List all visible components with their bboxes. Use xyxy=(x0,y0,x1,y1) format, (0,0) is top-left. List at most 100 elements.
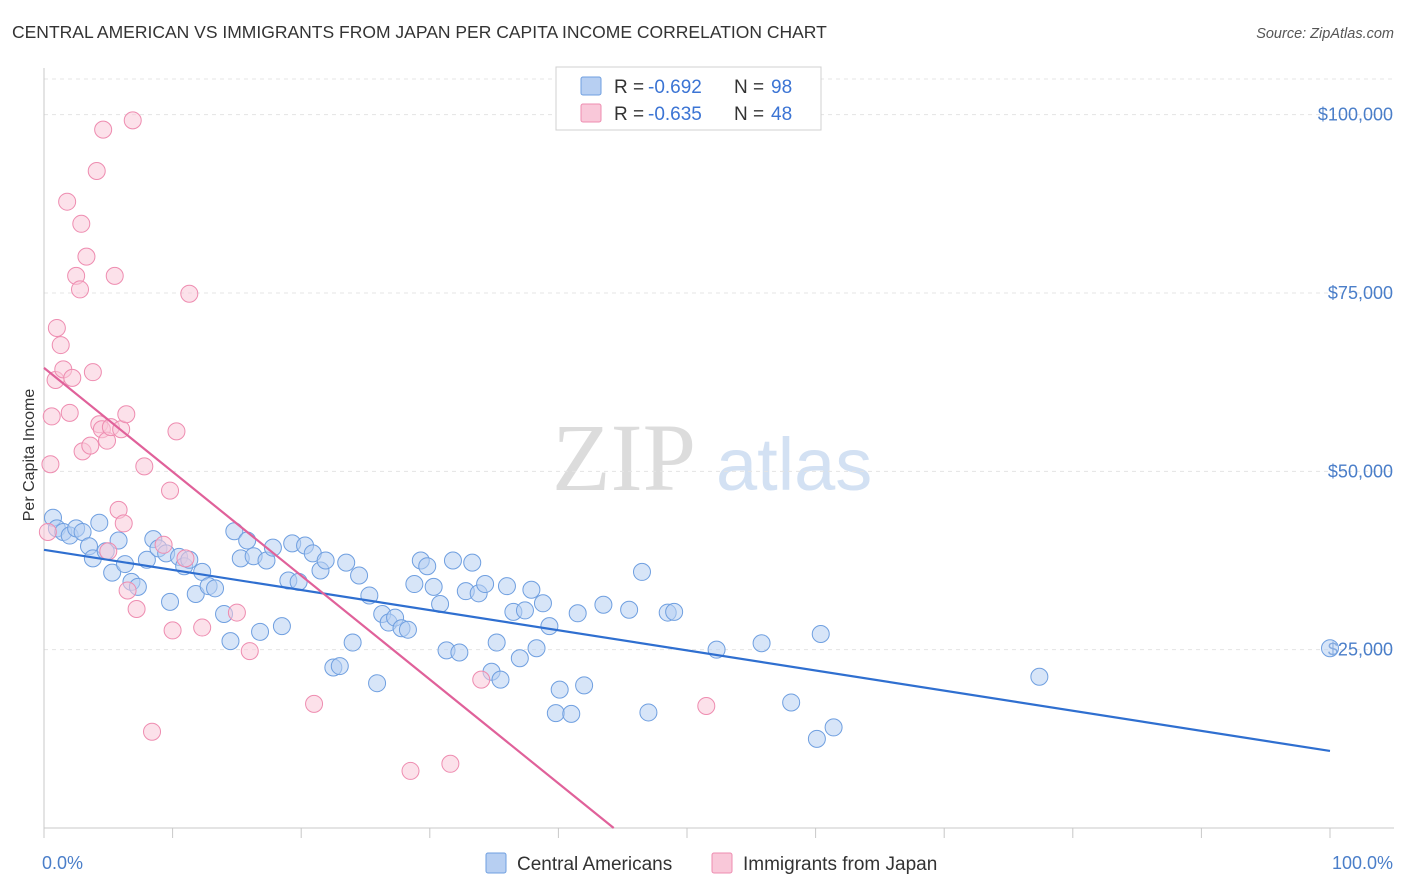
point-central-americans xyxy=(1321,639,1339,658)
trendlines xyxy=(43,367,1331,829)
stats-legend-n-value-pink: 48 xyxy=(771,104,792,125)
y-tick-label: $75,000 xyxy=(1328,283,1393,303)
point-immigrants-from-japan xyxy=(127,600,146,619)
point-central-americans xyxy=(550,680,569,699)
y-axis-label: Per Capita Income xyxy=(21,389,38,522)
point-immigrants-from-japan xyxy=(105,266,124,285)
stats-legend-r-label-blue: R = xyxy=(614,77,649,98)
point-immigrants-from-japan xyxy=(135,457,154,476)
point-central-americans xyxy=(487,633,506,652)
point-immigrants-from-japan xyxy=(167,422,186,441)
chart-source: Source: ZipAtlas.com xyxy=(1256,26,1394,42)
stats-legend: R = -0.692 N = 98 R = -0.635 N = 48 xyxy=(555,66,822,131)
point-central-americans xyxy=(251,622,270,641)
point-immigrants-from-japan xyxy=(41,455,60,474)
x-tick-label-max: 100.0% xyxy=(1332,853,1393,873)
watermark-zip: ZIP xyxy=(552,404,696,511)
point-immigrants-from-japan xyxy=(58,192,77,211)
point-central-americans xyxy=(510,649,529,668)
point-immigrants-from-japan xyxy=(117,405,136,424)
point-immigrants-from-japan xyxy=(176,549,195,568)
point-central-americans xyxy=(272,617,291,636)
point-central-americans xyxy=(811,624,830,643)
point-central-americans xyxy=(443,551,462,570)
chart-title: CENTRAL AMERICAN VS IMMIGRANTS FROM JAPA… xyxy=(12,22,827,42)
point-immigrants-from-japan xyxy=(94,120,113,139)
point-central-americans xyxy=(316,551,335,570)
point-immigrants-from-japan xyxy=(161,481,180,500)
y-tick-label: $50,000 xyxy=(1328,461,1393,481)
point-immigrants-from-japan xyxy=(118,581,137,600)
stats-legend-r-value-blue: -0.692 xyxy=(648,77,702,98)
point-central-americans xyxy=(343,633,362,652)
point-immigrants-from-japan xyxy=(72,214,91,233)
point-immigrants-from-japan xyxy=(77,247,96,266)
point-immigrants-from-japan xyxy=(47,318,66,337)
point-central-americans xyxy=(330,657,349,676)
point-central-americans xyxy=(206,579,225,598)
stats-legend-r-label-pink: R = xyxy=(614,104,649,125)
point-central-americans xyxy=(782,693,801,712)
point-immigrants-from-japan xyxy=(81,436,100,455)
point-immigrants-from-japan xyxy=(163,621,182,640)
x-axis: 0.0% 100.0% xyxy=(42,68,1394,873)
y-tick-label: $100,000 xyxy=(1318,105,1393,125)
bottom-legend: Central Americans Immigrants from Japan xyxy=(485,852,937,875)
legend-label-immigrants-from-japan: Immigrants from Japan xyxy=(743,854,937,875)
point-central-americans xyxy=(540,617,559,636)
point-central-americans xyxy=(405,575,424,594)
point-immigrants-from-japan xyxy=(305,694,324,713)
point-immigrants-from-japan xyxy=(697,697,716,716)
point-central-americans xyxy=(424,577,443,596)
point-immigrants-from-japan xyxy=(38,522,57,541)
point-central-americans xyxy=(824,718,843,737)
watermark: ZIP atlas xyxy=(552,404,872,511)
point-central-americans xyxy=(221,632,240,651)
point-central-americans xyxy=(161,592,180,611)
point-central-americans xyxy=(1030,667,1049,686)
point-central-americans xyxy=(568,604,587,623)
stats-legend-n-label-pink: N = xyxy=(734,104,769,125)
stats-legend-n-value-blue: 98 xyxy=(771,77,792,98)
point-immigrants-from-japan xyxy=(143,722,162,741)
point-immigrants-from-japan xyxy=(83,363,102,382)
point-central-americans xyxy=(533,594,552,613)
y-tick-label: $25,000 xyxy=(1328,640,1393,660)
point-immigrants-from-japan xyxy=(240,642,259,661)
point-central-americans xyxy=(807,729,826,748)
point-central-americans xyxy=(752,634,771,653)
point-central-americans xyxy=(575,676,594,695)
point-central-americans xyxy=(665,602,684,621)
watermark-atlas: atlas xyxy=(716,423,872,506)
point-immigrants-from-japan xyxy=(180,284,199,303)
point-central-americans xyxy=(350,566,369,585)
trendline-central-americans xyxy=(43,548,1331,753)
point-central-americans xyxy=(337,553,356,572)
point-immigrants-from-japan xyxy=(154,535,173,554)
point-central-americans xyxy=(263,538,282,557)
series-immigrants-from-japan xyxy=(38,111,716,780)
point-central-americans xyxy=(238,531,257,550)
point-central-americans xyxy=(546,704,565,723)
series-central-americans xyxy=(44,508,1339,748)
point-central-americans xyxy=(522,580,541,599)
point-central-americans xyxy=(562,704,581,723)
point-immigrants-from-japan xyxy=(401,761,420,780)
point-immigrants-from-japan xyxy=(441,754,460,773)
point-central-americans xyxy=(368,674,387,693)
point-immigrants-from-japan xyxy=(87,162,106,181)
legend-swatch-immigrants-from-japan xyxy=(711,852,733,874)
point-central-americans xyxy=(497,577,516,596)
stats-legend-swatch-pink xyxy=(580,103,602,123)
point-immigrants-from-japan xyxy=(193,618,212,637)
point-central-americans xyxy=(527,639,546,658)
point-central-americans xyxy=(90,513,109,532)
stats-legend-n-label-blue: N = xyxy=(734,77,769,98)
point-central-americans xyxy=(594,595,613,614)
point-central-americans xyxy=(137,550,156,569)
legend-label-central-americans: Central Americans xyxy=(517,854,672,875)
point-immigrants-from-japan xyxy=(227,603,246,622)
trendline-immigrants-from-japan xyxy=(43,367,615,829)
point-immigrants-from-japan xyxy=(42,407,61,426)
